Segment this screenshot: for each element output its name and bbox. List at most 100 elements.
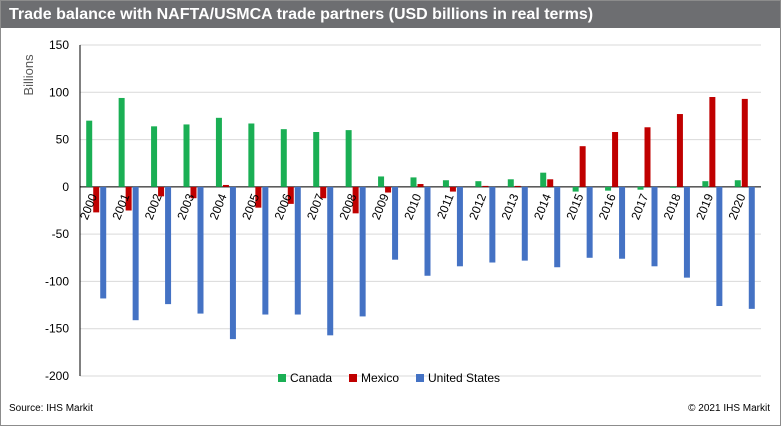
y-tick-label: 100	[49, 85, 69, 99]
y-tick-label: -50	[52, 227, 70, 241]
source-note: Source: IHS Markit	[9, 403, 93, 414]
bar	[294, 186, 301, 315]
x-tick-label: 2010	[401, 191, 424, 221]
bar	[378, 176, 385, 187]
bar	[229, 186, 236, 340]
x-axis-ticks: 2000 2001 2002 2003 2004 2005 2006 2007 2008 2009…	[77, 191, 749, 221]
bar	[741, 98, 748, 187]
bar	[345, 130, 352, 187]
y-tick-label: 50	[56, 133, 70, 147]
x-tick-label: 2019	[693, 191, 716, 221]
bar	[215, 117, 222, 187]
bar	[612, 132, 619, 187]
x-tick-label: 2017	[628, 191, 651, 221]
bar	[417, 184, 424, 187]
bar	[637, 186, 644, 190]
x-tick-label: 2012	[466, 191, 489, 221]
legend-label: Mexico	[361, 371, 399, 385]
bar	[392, 186, 399, 260]
x-tick-label: 2013	[499, 191, 522, 221]
bar	[262, 186, 269, 315]
bar	[197, 186, 204, 314]
x-tick-label: 2020	[726, 191, 749, 221]
bar	[151, 126, 158, 187]
bar	[644, 127, 651, 187]
legend-swatch	[278, 374, 286, 382]
bar	[702, 181, 709, 187]
bar	[442, 180, 449, 187]
x-tick-label: 2003	[174, 191, 197, 221]
bar	[554, 186, 561, 268]
x-tick-label: 2007	[304, 191, 327, 221]
x-tick-label: 2006	[272, 191, 295, 221]
bar	[222, 184, 229, 187]
bar	[514, 185, 521, 187]
bar	[449, 186, 456, 192]
bars	[86, 97, 755, 340]
bar	[158, 186, 165, 197]
bar	[748, 186, 755, 309]
bar	[125, 186, 132, 211]
y-tick-label: -100	[45, 274, 69, 288]
x-tick-label: 2016	[596, 191, 619, 221]
bar	[190, 186, 197, 199]
bar	[248, 123, 255, 187]
bar	[93, 186, 100, 213]
bar	[586, 186, 593, 258]
bar	[86, 120, 93, 187]
y-axis-ticks: 150 100 50 0 -50 -100 -150 -200	[45, 38, 69, 383]
bar	[280, 129, 287, 187]
bar	[255, 186, 262, 208]
bar	[716, 186, 723, 307]
bar	[165, 186, 172, 305]
legend-label: Canada	[290, 371, 332, 385]
x-tick-label: 2009	[369, 191, 392, 221]
bar	[410, 177, 417, 187]
bar	[183, 124, 190, 187]
bar	[734, 180, 741, 187]
x-tick-label: 2011	[434, 191, 457, 220]
bar	[507, 179, 514, 187]
bar	[605, 186, 612, 191]
bar	[540, 172, 547, 187]
bar	[683, 186, 690, 278]
bar	[475, 181, 482, 187]
bar	[547, 179, 554, 187]
bar	[313, 132, 320, 187]
bar	[669, 186, 676, 188]
x-tick-label: 2014	[531, 191, 554, 221]
x-tick-label: 2015	[563, 191, 586, 221]
bar	[100, 186, 107, 299]
legend: Canada Mexico United States	[278, 371, 500, 385]
y-tick-label: -200	[45, 369, 69, 383]
legend-swatch	[349, 374, 357, 382]
bar	[456, 186, 463, 267]
y-tick-label: 0	[62, 180, 69, 194]
bar	[320, 186, 327, 199]
bar	[327, 186, 334, 336]
bar	[579, 146, 586, 187]
bar	[676, 114, 683, 187]
bar	[572, 186, 579, 192]
bar	[521, 186, 528, 261]
legend-swatch	[416, 374, 424, 382]
bar	[709, 97, 716, 187]
y-axis-label: Billions	[21, 54, 36, 96]
bar	[424, 186, 431, 276]
x-tick-label: 2018	[661, 191, 684, 221]
legend-label: United States	[428, 371, 500, 385]
bar	[482, 185, 489, 187]
chart-title: Trade balance with NAFTA/USMCA trade par…	[1, 1, 780, 28]
bar	[651, 186, 658, 267]
bar	[352, 186, 359, 214]
y-tick-label: 150	[49, 38, 69, 52]
x-tick-label: 2004	[207, 191, 230, 221]
bar	[132, 186, 139, 321]
y-tick-label: -150	[45, 322, 69, 336]
bar	[385, 186, 392, 193]
bar	[287, 186, 294, 204]
bar	[359, 186, 366, 317]
copyright-note: © 2021 IHS Markit	[688, 403, 770, 414]
